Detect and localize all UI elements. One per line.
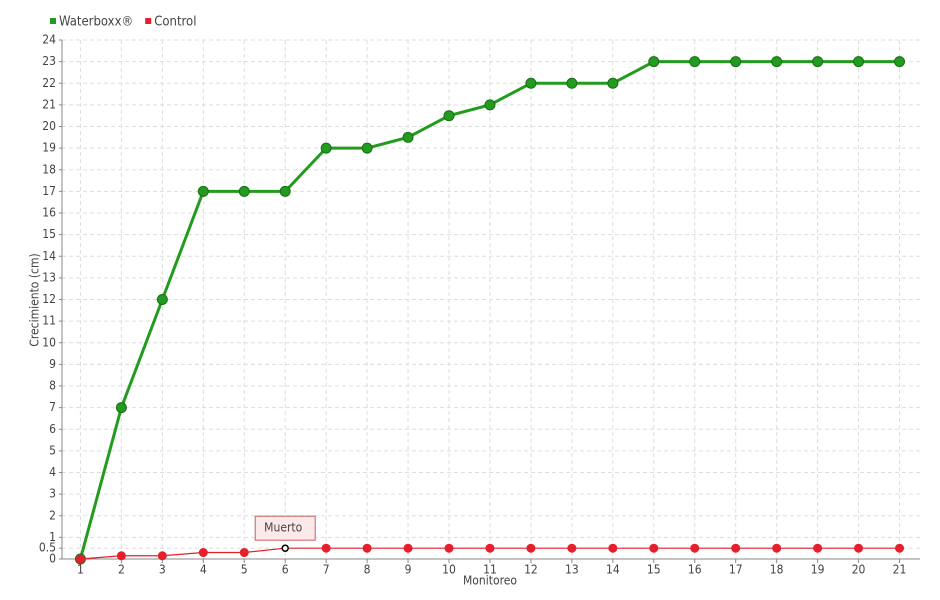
y-tick-label: 0 — [49, 552, 56, 566]
y-tick-label: 9 — [49, 357, 56, 371]
x-tick-label: 19 — [811, 563, 825, 577]
y-tick-label: 17 — [42, 184, 56, 198]
y-tick-label: 5 — [49, 443, 56, 457]
y-tick-label: 19 — [42, 141, 56, 155]
y-tick-label: 3 — [49, 487, 56, 501]
y-tick-label: 12 — [42, 292, 56, 306]
y-tick-label: 20 — [42, 119, 56, 133]
y-tick-label: 4 — [49, 465, 56, 479]
x-tick-label: 4 — [200, 563, 207, 577]
data-point — [894, 56, 906, 68]
y-tick-label: 16 — [42, 206, 56, 220]
x-tick-label: 20 — [852, 563, 866, 577]
y-tick-label: 0.5 — [39, 541, 56, 555]
data-point — [443, 110, 455, 122]
data-point — [321, 543, 331, 553]
data-point — [608, 543, 618, 553]
data-point — [320, 142, 332, 154]
data-point — [567, 543, 577, 553]
x-tick-label: 17 — [729, 563, 743, 577]
data-point — [731, 543, 741, 553]
data-point — [690, 543, 700, 553]
legend-swatch — [50, 18, 56, 24]
x-tick-label: 13 — [565, 563, 579, 577]
data-point — [854, 543, 864, 553]
data-point — [402, 131, 414, 143]
data-point — [444, 543, 454, 553]
data-point — [648, 56, 660, 68]
y-tick-label: 2 — [49, 508, 56, 522]
x-tick-label: 11 — [483, 563, 497, 577]
data-point — [566, 77, 578, 89]
y-tick-label: 18 — [42, 162, 56, 176]
y-tick-label: 8 — [49, 379, 56, 393]
y-tick-label: 10 — [42, 335, 56, 349]
data-point — [771, 56, 783, 68]
x-tick-label: 21 — [893, 563, 907, 577]
y-tick-label: 14 — [42, 249, 56, 263]
x-tick-label: 2 — [118, 563, 125, 577]
y-tick-label: 15 — [42, 227, 56, 241]
y-tick-label: 6 — [49, 422, 56, 436]
data-point — [526, 543, 536, 553]
x-axis-title: Monitoreo — [463, 574, 517, 588]
y-tick-label: 11 — [42, 314, 56, 328]
data-point — [484, 99, 496, 111]
y-tick-label: 23 — [42, 54, 56, 68]
y-tick-label: 21 — [42, 97, 56, 111]
data-point — [525, 77, 537, 89]
y-axis-title: Crecimiento (cm) — [28, 253, 42, 346]
data-point — [116, 551, 126, 561]
x-tick-label: 15 — [647, 563, 661, 577]
x-tick-label: 14 — [606, 563, 620, 577]
x-tick-label: 1 — [77, 563, 84, 577]
x-tick-label: 16 — [688, 563, 702, 577]
data-point — [772, 543, 782, 553]
data-point — [238, 185, 250, 197]
data-point — [156, 294, 168, 305]
data-point — [485, 543, 495, 553]
data-point — [115, 402, 127, 414]
x-tick-label: 5 — [241, 563, 248, 577]
x-tick-label: 6 — [282, 563, 289, 577]
data-point — [607, 77, 619, 89]
data-point — [157, 551, 167, 561]
x-tick-label: 3 — [159, 563, 166, 577]
data-point — [403, 543, 413, 553]
y-tick-label: 24 — [42, 33, 56, 47]
annotation-text: Muerto — [264, 521, 302, 535]
data-point — [279, 185, 291, 197]
x-tick-label: 18 — [770, 563, 784, 577]
data-point — [197, 185, 209, 197]
data-point — [689, 56, 701, 68]
data-point — [812, 56, 824, 68]
y-tick-label: 22 — [42, 76, 56, 90]
x-tick-label: 9 — [405, 563, 412, 577]
data-point — [853, 56, 865, 68]
data-point — [895, 543, 905, 553]
x-tick-label: 12 — [524, 563, 538, 577]
y-tick-label: 13 — [42, 270, 56, 284]
grid — [62, 39, 920, 560]
data-point — [361, 142, 373, 154]
legend-swatch — [145, 18, 152, 24]
data-point — [239, 548, 249, 558]
data-point — [649, 543, 659, 553]
annotation-box — [254, 515, 316, 541]
data-point — [362, 543, 372, 553]
data-point — [281, 544, 289, 552]
x-tick-label: 7 — [323, 563, 330, 577]
y-tick-label: 7 — [49, 400, 56, 414]
data-point — [730, 56, 742, 68]
x-tick-label: 8 — [364, 563, 371, 577]
data-point — [75, 554, 85, 564]
y-tick-label: 1 — [49, 530, 56, 544]
data-point — [813, 543, 823, 553]
legend-label: Control — [154, 15, 196, 30]
x-tick-label: 10 — [442, 563, 456, 577]
data-point — [198, 548, 208, 558]
legend-label: Waterboxx® — [59, 15, 133, 30]
